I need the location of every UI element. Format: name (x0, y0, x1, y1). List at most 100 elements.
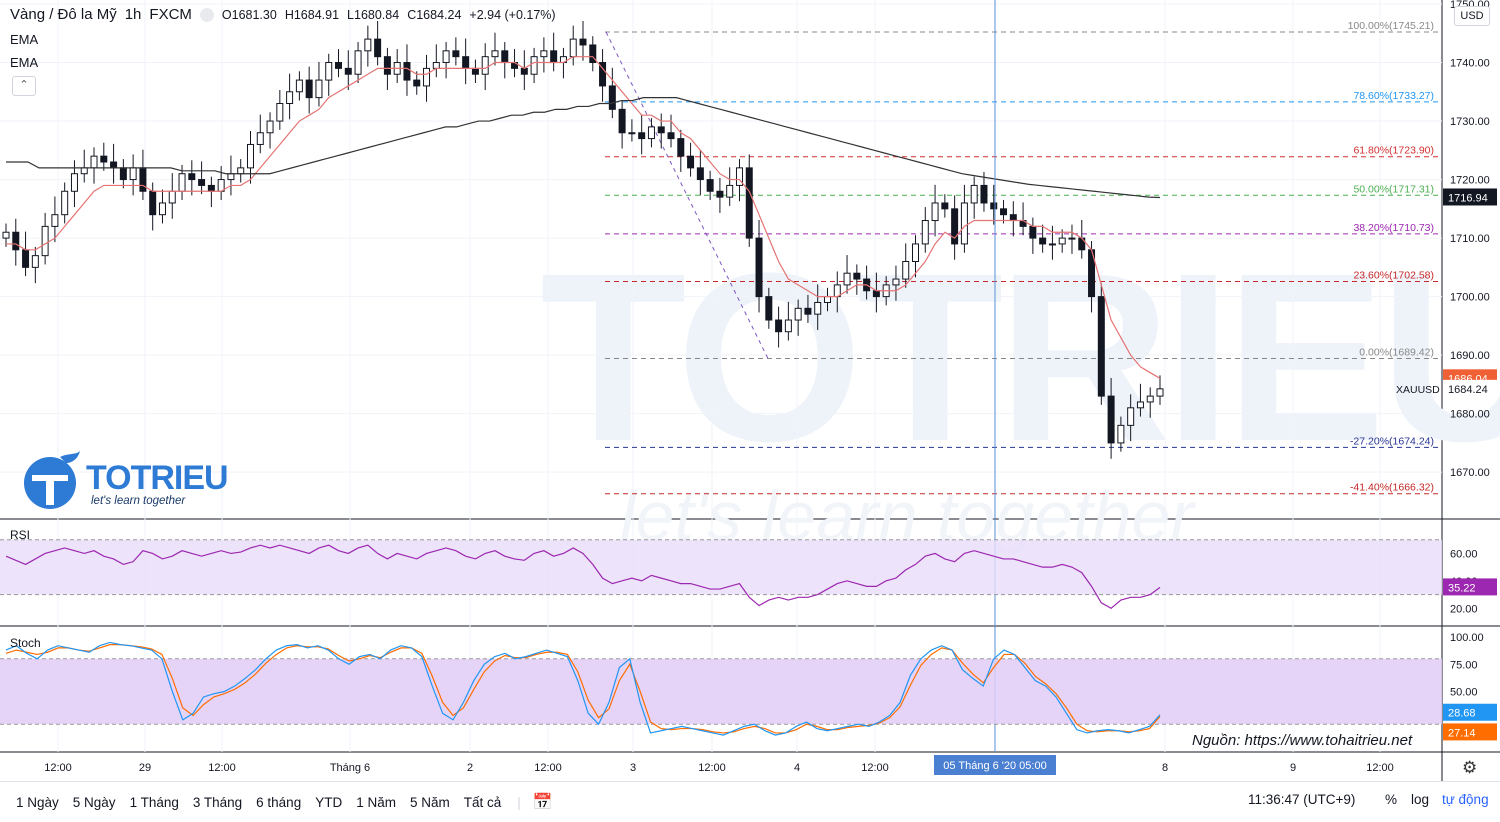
candle-body (569, 38, 577, 58)
stoch-k-line (5, 641, 1161, 736)
range-ytd[interactable]: YTD (315, 794, 343, 810)
range-6m[interactable]: 6 tháng (256, 794, 302, 810)
rsi-tick-label: 60.00 (1450, 548, 1478, 560)
ohlc-high: H1684.91 (284, 7, 340, 22)
stoch-tick-label: 100.00 (1450, 632, 1484, 644)
gear-icon[interactable]: ⚙ (1462, 758, 1478, 777)
stoch-pane-title[interactable]: Stoch (10, 636, 41, 650)
range-3m[interactable]: 3 Tháng (192, 794, 243, 810)
clock-time[interactable]: 11:36:47 (UTC+9) (1248, 792, 1356, 807)
candle-body (1156, 388, 1164, 397)
candle-body (726, 184, 734, 198)
candle-body (647, 126, 655, 140)
candle-body (579, 38, 587, 46)
candle-body (178, 173, 186, 192)
range-1m[interactable]: 1 Tháng (129, 794, 179, 810)
range-1y[interactable]: 1 Năm (356, 794, 396, 810)
candle-body (657, 126, 665, 134)
candle-body (481, 56, 489, 75)
candle-body (667, 132, 675, 140)
time-tick-label: 8 (1162, 762, 1168, 774)
candle-body (61, 190, 69, 216)
auto-toggle[interactable]: tự động (1442, 792, 1489, 807)
price-tick-label: 1700.00 (1450, 292, 1490, 304)
candle-body (608, 85, 616, 110)
candle-body (119, 167, 127, 181)
time-tick-label: 12:00 (861, 762, 889, 774)
rsi-tick-label: 20.00 (1450, 603, 1478, 615)
candle-body (823, 296, 831, 303)
stoch-d-tag: 27.14 (1448, 727, 1476, 739)
log-toggle[interactable]: log (1411, 792, 1430, 807)
candle-body (814, 301, 822, 315)
candle-body (12, 231, 20, 251)
fib-level-label: 0.00%(1689.42) (1359, 347, 1434, 359)
candle-body (520, 67, 528, 75)
candle-body (22, 249, 30, 268)
candle-body (1117, 424, 1125, 444)
candle-body (168, 190, 176, 204)
candle-body (354, 50, 362, 75)
time-tick-label: 12:00 (1366, 762, 1394, 774)
candle-body (374, 38, 382, 58)
candle-body (599, 62, 607, 87)
indicator-ema-1[interactable]: EMA (10, 32, 39, 47)
candle-body (442, 50, 450, 64)
logo-brand: TOTRIEU (86, 459, 229, 497)
candle-body (198, 179, 206, 186)
time-tick-label: 4 (794, 762, 800, 774)
ohlc-open: O1681.30 (221, 7, 277, 22)
candle-body (1127, 407, 1135, 426)
candle-body (677, 138, 685, 157)
candle-body (80, 167, 88, 175)
toolbar-divider: | (517, 794, 521, 810)
ema-fast-line (6, 56, 1161, 379)
price-tick-label: 1750.00 (1450, 0, 1490, 11)
last-symbol-label: XAUUSD (1396, 384, 1440, 396)
range-all[interactable]: Tất cả (463, 794, 502, 810)
rsi-pane-title[interactable]: RSI (10, 528, 31, 542)
candle-body (237, 167, 245, 175)
currency-button[interactable]: USD (1454, 6, 1490, 26)
candle-body (1146, 395, 1154, 403)
crosshair-time-badge (934, 755, 1056, 775)
time-tick-label: 12:00 (698, 762, 726, 774)
time-tick-label: 12:00 (44, 762, 72, 774)
ohlc-change: +2.94 (+0.17%) (469, 7, 556, 22)
collapse-chevron-up-icon[interactable]: ⌃ (12, 76, 36, 96)
percent-toggle[interactable]: % (1385, 792, 1398, 807)
visibility-dot-icon[interactable] (199, 7, 214, 22)
ema-slow-tag-bg (1443, 188, 1497, 206)
symbol-name[interactable]: Vàng / Đô la Mỹ (10, 6, 117, 23)
interval-label[interactable]: 1h (124, 6, 142, 23)
range-5y[interactable]: 5 Năm (409, 794, 450, 810)
rsi-last-tag: 35.22 (1448, 582, 1476, 594)
candle-body (315, 79, 323, 99)
stoch-d-tag-bg (1443, 723, 1497, 741)
time-tick-label: 3 (630, 762, 636, 774)
fib-level-label: 78.60%(1733.27) (1353, 90, 1434, 102)
calendar-range-icon[interactable]: 📅 (532, 794, 553, 811)
indicator-ema-2[interactable]: EMA (10, 55, 39, 70)
logo-tagline: let's learn together (91, 495, 186, 507)
candle-body (687, 155, 695, 169)
candle-body (540, 50, 548, 58)
candle-body (31, 255, 39, 268)
candle-body (990, 202, 998, 210)
symbol-legend: Vàng / Đô la Mỹ 1h FXCM O1681.30 H1684.9… (10, 6, 556, 23)
time-tick-label: 12:00 (534, 762, 562, 774)
candle-body (335, 62, 343, 69)
candle-body (970, 184, 978, 204)
range-5d[interactable]: 5 Ngày (72, 794, 116, 810)
price-tick-label: 1720.00 (1450, 175, 1490, 187)
range-1d[interactable]: 1 Ngày (16, 794, 59, 810)
candle-body (51, 214, 59, 227)
candle-body (188, 173, 196, 181)
candle-body (745, 167, 753, 239)
candle-body (383, 56, 391, 75)
candle-body (775, 319, 783, 333)
candle-body (912, 243, 920, 262)
candle-body (618, 108, 626, 134)
candle-body (41, 225, 49, 257)
